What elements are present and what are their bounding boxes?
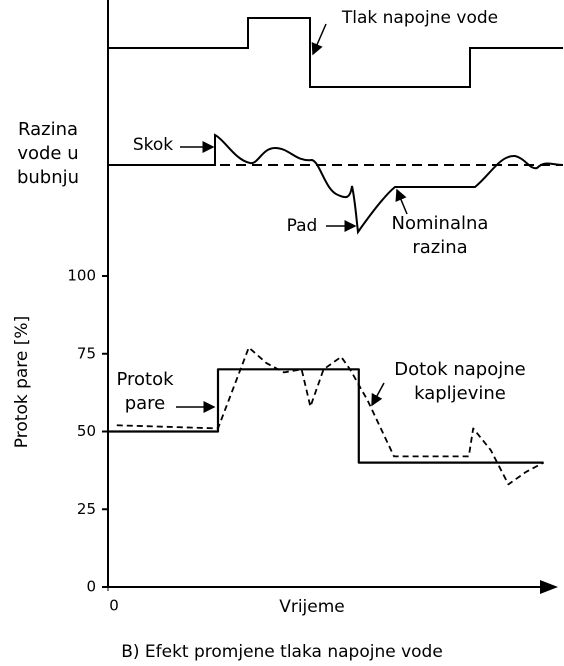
series-line — [116, 346, 545, 486]
nominal-arrow — [395, 188, 408, 215]
steam-flow-label: Protok pare — [116, 369, 174, 414]
x-axis-arrow — [540, 580, 558, 594]
y-tick-label: 25 — [77, 500, 96, 518]
y-tick-label: 0 — [86, 578, 96, 596]
y-tick-label: 75 — [77, 344, 96, 362]
feed-flow-label: Dotok napojne kapljevine — [394, 359, 526, 404]
feed-flow-arrow — [371, 382, 385, 407]
level-trace — [108, 133, 564, 235]
caption: B) Efekt promjene tlaka napojne vode — [121, 642, 443, 662]
fall-label: Pad — [287, 216, 318, 236]
pressure-arrow — [311, 23, 327, 56]
y-tick-label: 100 — [67, 267, 96, 285]
x-axis-label: Vrijeme — [279, 597, 345, 617]
x-tick-label: 0 — [109, 597, 119, 615]
rise-label: Skok — [133, 135, 173, 155]
nominal-label: Nominalna razina — [391, 213, 489, 258]
series-line — [108, 368, 544, 464]
pressure-label: Tlak napojne vode — [341, 8, 498, 28]
y-tick-label: 50 — [77, 422, 96, 440]
pressure-trace — [108, 17, 563, 88]
level-label: Razina vode u bubnju — [16, 119, 80, 188]
y-axis-label: Protok pare [%] — [12, 316, 32, 448]
